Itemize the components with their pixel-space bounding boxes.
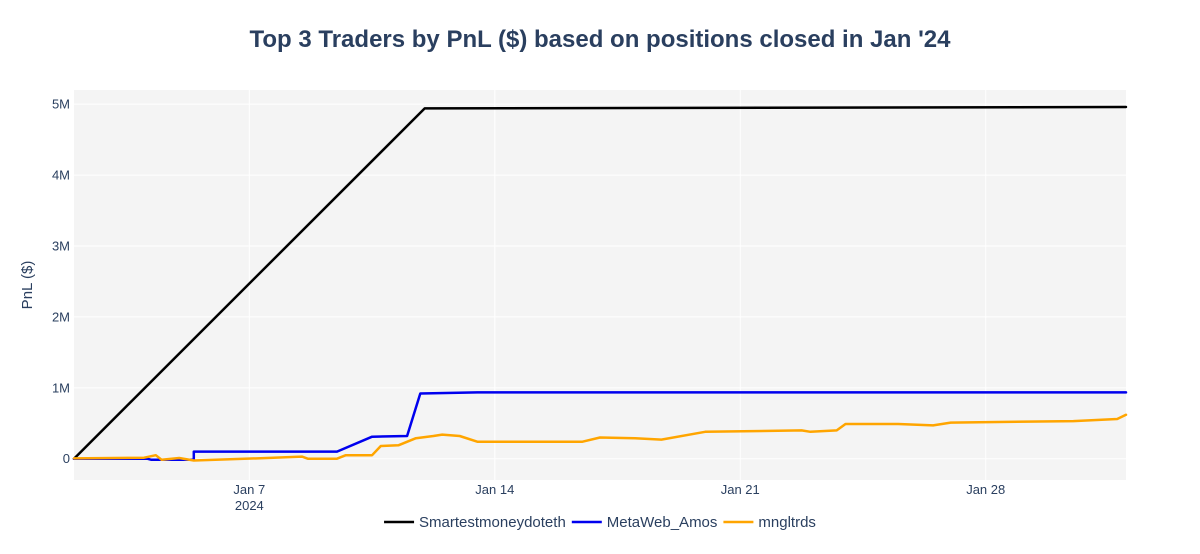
series-line-smartestmoneydoteth bbox=[72, 105, 1128, 460]
y-tick-label: 5M bbox=[52, 97, 70, 112]
y-tick-label: 1M bbox=[52, 380, 70, 395]
legend-item-smartestmoneydoteth[interactable]: Smartestmoneydoteth bbox=[384, 514, 566, 531]
legend-label: MetaWeb_Amos bbox=[607, 514, 718, 531]
x-tick-sublabel: 2024 bbox=[235, 498, 264, 513]
y-tick-label: 0 bbox=[63, 451, 70, 466]
y-tick-label: 3M bbox=[52, 239, 70, 254]
y-tick-label: 2M bbox=[52, 309, 70, 324]
legend-label: Smartestmoneydoteth bbox=[419, 514, 566, 531]
legend[interactable]: Smartestmoneydoteth MetaWeb_Amos mngltrds bbox=[384, 514, 816, 531]
y-axis-ticks: 0 1M 2M 3M 4M 5M bbox=[52, 97, 70, 467]
series-line-metaweb-amos bbox=[72, 391, 1128, 462]
y-tick-label: 4M bbox=[52, 168, 70, 183]
legend-item-metaweb-amos[interactable]: MetaWeb_Amos bbox=[571, 514, 718, 531]
chart-title: Top 3 Traders by PnL ($) based on positi… bbox=[250, 26, 952, 53]
series-line-mngltrds bbox=[72, 413, 1128, 462]
x-tick-label: Jan 7 bbox=[233, 482, 265, 497]
x-tick-label: Jan 21 bbox=[721, 482, 760, 497]
x-tick-label: Jan 14 bbox=[475, 482, 514, 497]
x-tick-label: Jan 28 bbox=[966, 482, 1005, 497]
legend-item-mngltrds[interactable]: mngltrds bbox=[723, 514, 816, 531]
legend-label: mngltrds bbox=[758, 514, 816, 531]
series-lines bbox=[72, 105, 1128, 462]
y-axis-title: PnL ($) bbox=[19, 261, 36, 310]
